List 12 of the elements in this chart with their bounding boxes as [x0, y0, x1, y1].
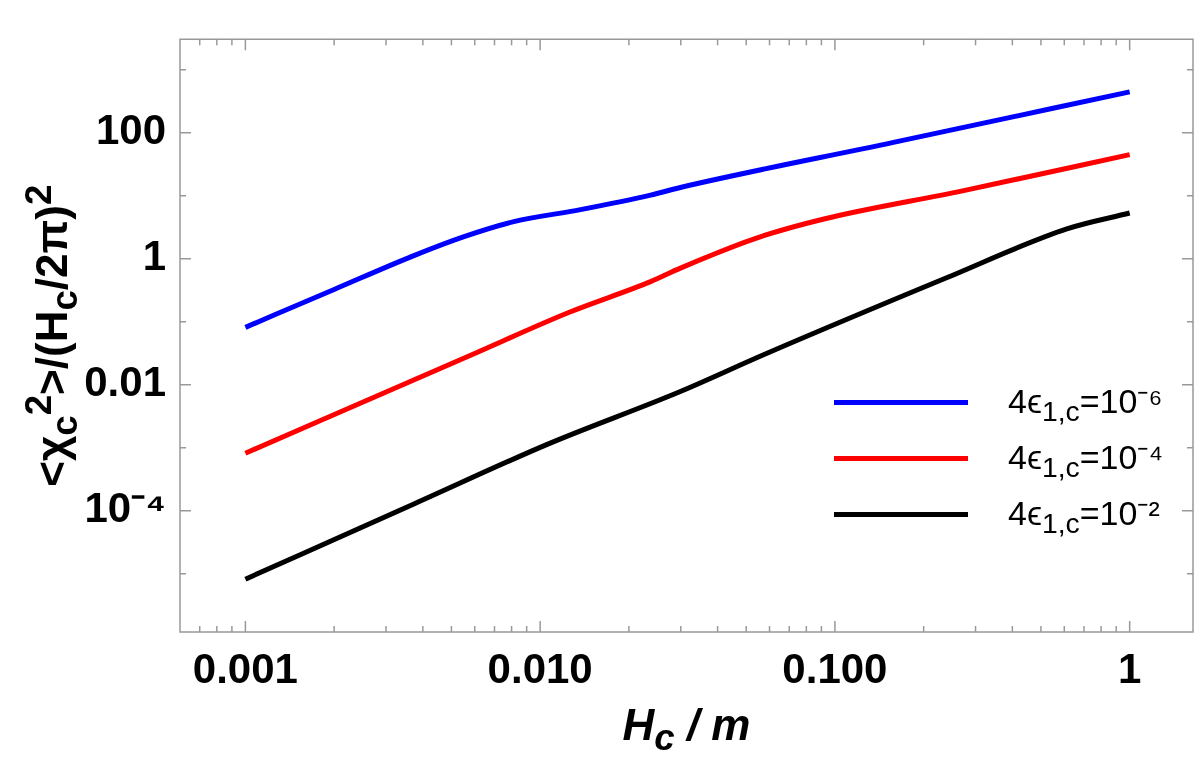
x-tick-label: 1 [1117, 644, 1142, 692]
x-tick-label: 0.001 [192, 644, 298, 692]
legend-label: 4ϵ$_{1,c}$=10⁻⁶ [1008, 380, 1163, 428]
legend-label: 4ϵ$_{1,c}$=10⁻² [1008, 492, 1160, 540]
x-tick-label: 0.010 [487, 644, 593, 692]
x-axis-title: H$_{c}$ / m [622, 700, 751, 759]
y-tick-label: 10⁻⁴ [84, 484, 166, 532]
y-tick-label: 0.01 [84, 358, 166, 406]
legend-label: 4ϵ$_{1,c}$=10⁻⁴ [1008, 436, 1164, 484]
y-tick-label: 100 [95, 106, 166, 154]
x-tick-label: 0.100 [782, 644, 888, 692]
y-tick-label: 1 [142, 232, 166, 280]
